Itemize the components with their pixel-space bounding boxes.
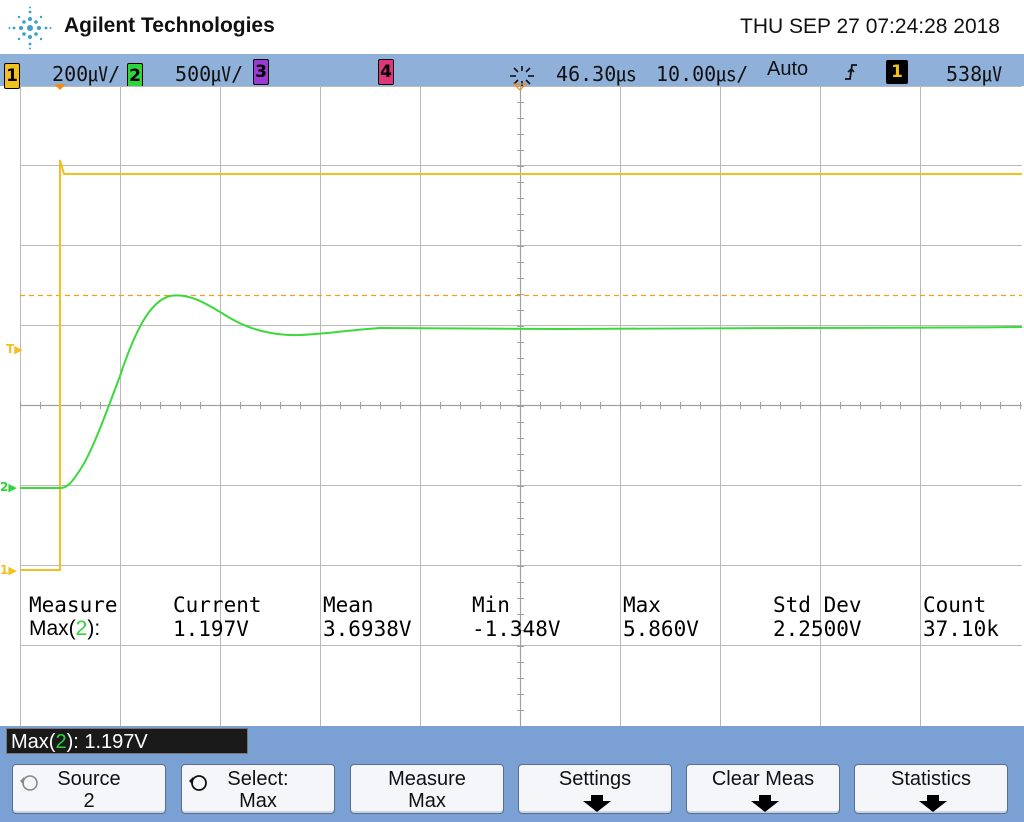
settings-softkey[interactable]: Settings <box>518 764 672 814</box>
mean-value: 3.6938V <box>323 617 412 641</box>
delay-sun-icon <box>510 65 534 86</box>
channel-2-badge: 2 <box>127 62 143 89</box>
channel-2-ground-marker[interactable]: 2▶ <box>0 480 17 494</box>
std-dev-value: 2.2500V <box>773 617 862 641</box>
source-softkey[interactable]: Source 2 <box>12 764 166 814</box>
channel-status-bar: 1 200㎶/ 2 500㎶/ 3 4 46.30㎲ 10.00㎲/ Auto <box>0 54 1024 89</box>
channel-1-setting[interactable]: 1 200㎶/ <box>4 58 120 89</box>
status-channel: 2 <box>55 731 67 753</box>
waveform-display[interactable]: T▶ 2▶ 1▶ Measure Current Mean Min Max St… <box>0 83 1022 726</box>
trigger-level-marker[interactable]: T▶ <box>6 342 23 356</box>
trigger-marker-label: T <box>6 342 15 356</box>
measure-softkey-label: Measure <box>388 768 466 790</box>
trigger-mode-value: Auto <box>767 58 809 80</box>
channel-1-waveform <box>20 159 1022 571</box>
entry-knob-icon <box>20 775 38 791</box>
channel-2-scale: 500㎶/ <box>175 62 244 86</box>
rising-edge-icon <box>845 63 857 80</box>
status-prefix: Max( <box>11 731 56 753</box>
trigger-level-value: 538㎶ <box>946 62 1003 86</box>
trigger-level[interactable]: 538㎶ <box>946 58 1002 87</box>
submenu-arrow-icon <box>919 795 947 812</box>
select-softkey-label: Select: <box>227 768 289 790</box>
measurement-channel: 2 <box>75 617 88 640</box>
graticule <box>20 86 1022 726</box>
channel-1-marker-label: 1 <box>0 563 9 577</box>
date-time: THU SEP 27 07:24:28 2018 <box>740 15 1000 38</box>
statistics-softkey-label: Statistics <box>890 768 972 790</box>
source-softkey-label: Source <box>57 768 121 790</box>
measure-header: Measure <box>29 593 118 617</box>
count-value: 37.10k <box>923 617 999 641</box>
current-header: Current <box>173 593 262 617</box>
statistics-softkey[interactable]: Statistics <box>854 764 1008 814</box>
timebase-value: 10.00㎲/ <box>656 62 749 86</box>
delay-value: 46.30㎲ <box>556 62 637 86</box>
std-dev-header: Std Dev <box>773 593 862 617</box>
current-value: 1.197V <box>173 617 249 641</box>
brand-name: Agilent Technologies <box>64 14 275 37</box>
source-softkey-value: 2 <box>83 790 95 812</box>
horizontal-delay[interactable]: 46.30㎲ <box>508 58 636 88</box>
max-header: Max <box>623 593 661 617</box>
channel-2-waveform <box>20 294 1022 489</box>
center-time-marker <box>512 83 528 91</box>
min-value: -1.348V <box>472 617 561 641</box>
submenu-arrow-icon <box>751 795 779 812</box>
measure-softkey[interactable]: Measure Max <box>350 764 504 814</box>
timebase[interactable]: 10.00㎲/ <box>656 58 748 87</box>
measurement-name-suffix: ): <box>87 617 101 640</box>
channel-3-badge: 3 <box>253 58 269 85</box>
count-header: Count <box>923 593 987 617</box>
entry-knob-icon <box>189 775 207 791</box>
select-softkey[interactable]: Select: Max <box>181 764 335 814</box>
mean-header: Mean <box>323 593 374 617</box>
softkey-bar: Max(2): 1.197V Source 2 Select: Max Meas… <box>0 726 1024 822</box>
measurement-status: Max(2): 1.197V <box>6 728 248 754</box>
time-reference-marker <box>54 84 66 90</box>
channel-2-setting[interactable]: 2 500㎶/ <box>127 58 243 89</box>
channel-4-badge: 4 <box>378 58 394 85</box>
max-value: 5.860V <box>623 617 699 641</box>
trigger-slope[interactable] <box>843 58 859 84</box>
header: Agilent Technologies THU SEP 27 07:24:28… <box>0 0 1024 54</box>
status-suffix: ): 1.197V <box>66 731 148 753</box>
submenu-arrow-icon <box>583 795 611 812</box>
channel-3-setting[interactable]: 3 <box>253 58 269 85</box>
clear-meas-softkey[interactable]: Clear Meas <box>686 764 840 814</box>
trigger-mode[interactable]: Auto <box>767 58 808 81</box>
clear-meas-softkey-label: Clear Meas <box>711 768 815 790</box>
settings-softkey-label: Settings <box>558 768 632 790</box>
agilent-spark-icon <box>8 6 52 50</box>
select-softkey-value: Max <box>239 790 277 812</box>
channel-1-ground-marker[interactable]: 1▶ <box>0 563 17 577</box>
channel-4-setting[interactable]: 4 <box>378 58 394 85</box>
channel-1-scale: 200㎶/ <box>52 62 121 86</box>
measurement-name: Max(2): <box>29 617 100 641</box>
min-header: Min <box>472 593 510 617</box>
trigger-source[interactable]: 1 <box>886 58 908 84</box>
measure-softkey-value: Max <box>408 790 446 812</box>
delay-marker-icon <box>6 82 36 98</box>
measurement-name-prefix: Max( <box>29 617 76 640</box>
channel-2-marker-label: 2 <box>0 480 9 494</box>
trigger-source-badge: 1 <box>886 59 908 84</box>
